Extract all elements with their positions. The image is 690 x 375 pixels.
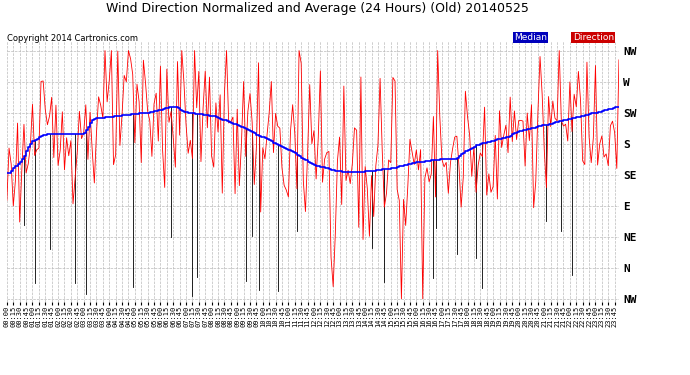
- Text: Direction: Direction: [573, 33, 614, 42]
- Text: Median: Median: [514, 33, 547, 42]
- Text: Wind Direction Normalized and Average (24 Hours) (Old) 20140525: Wind Direction Normalized and Average (2…: [106, 2, 529, 15]
- Text: Copyright 2014 Cartronics.com: Copyright 2014 Cartronics.com: [7, 34, 138, 43]
